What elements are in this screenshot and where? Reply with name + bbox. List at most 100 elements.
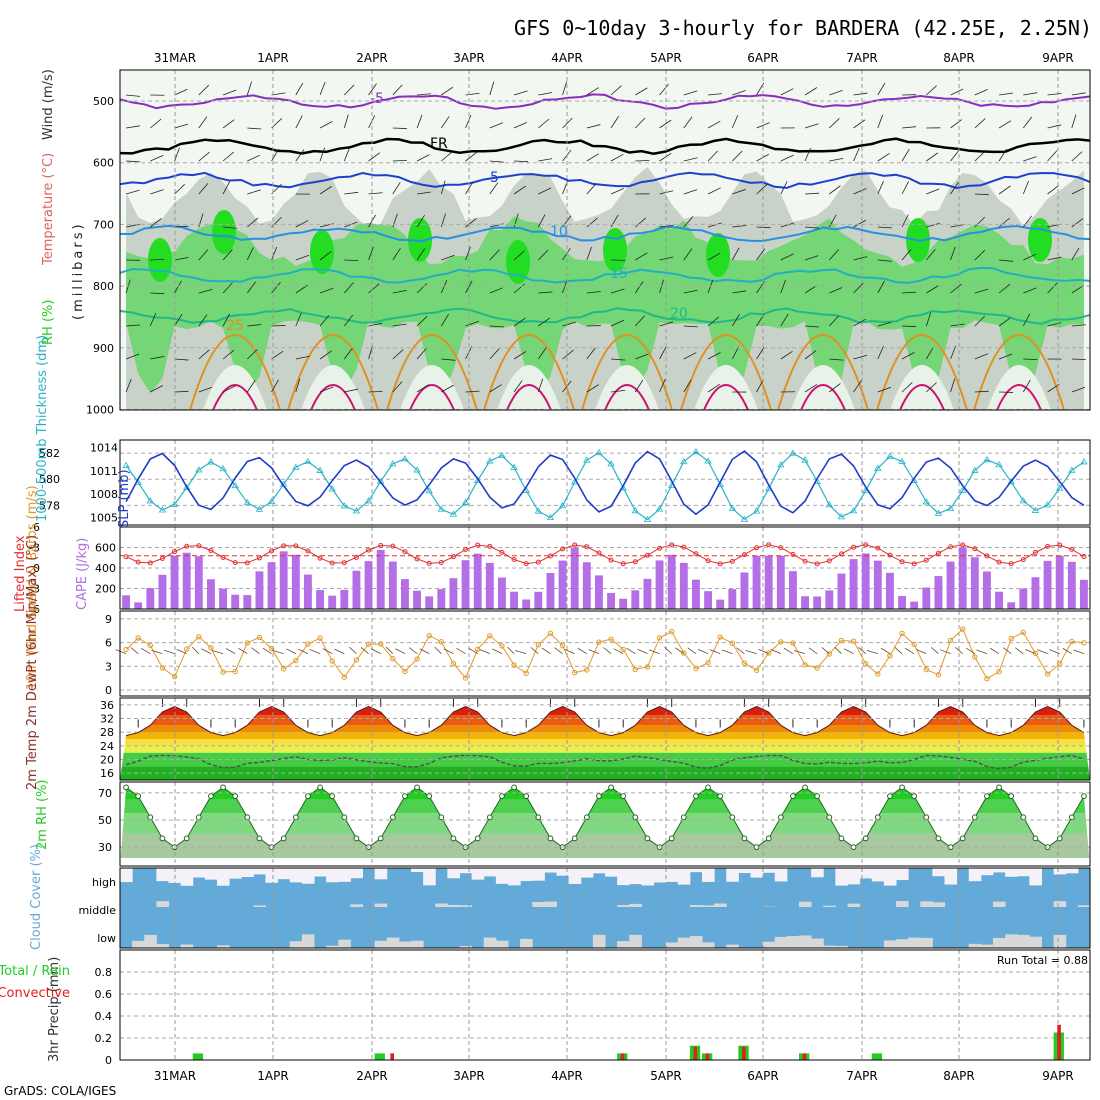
cloud-low-gap <box>338 939 351 948</box>
li-point <box>766 542 772 548</box>
cape-bar <box>425 596 434 609</box>
cape-bar <box>740 572 749 609</box>
upper-frame <box>119 69 1091 411</box>
wind-barb <box>829 185 841 195</box>
wind-barb <box>247 217 259 228</box>
wind-barb <box>344 259 359 262</box>
cape-bar <box>1043 560 1052 609</box>
wind-barb <box>635 87 648 96</box>
wind-barb <box>1071 285 1084 294</box>
wind-barb <box>246 281 256 294</box>
cloud-low-gap <box>823 945 836 948</box>
cloud-low-gap <box>1029 936 1042 948</box>
thickness-point <box>340 502 349 509</box>
rh-point <box>838 835 845 842</box>
wind-barb <box>829 287 843 294</box>
wind-point <box>899 630 905 637</box>
wind-barb <box>829 157 844 162</box>
isotherm-hot-line <box>703 384 749 410</box>
li-point <box>414 556 420 562</box>
li-point <box>1069 546 1075 552</box>
wind-barb <box>489 122 503 129</box>
wind-barb <box>683 116 693 129</box>
cloud-high-gap <box>1053 868 1067 875</box>
thickness-tick-label: 582 <box>39 447 60 460</box>
wind-barb <box>223 226 238 229</box>
wind-barb <box>465 181 474 195</box>
wind-barb <box>368 345 373 360</box>
wind-barb <box>247 189 261 195</box>
wind-barb-10m <box>834 646 842 654</box>
cloud-high-gap <box>508 868 521 886</box>
li-point <box>123 554 129 560</box>
wind-barb <box>829 383 841 393</box>
isotherm-label: 5 <box>490 170 499 186</box>
wind-point <box>135 635 141 641</box>
cape-bar <box>267 562 276 609</box>
wind-barb <box>926 85 937 96</box>
thickness-point <box>546 513 555 521</box>
cloud-high-gap <box>265 868 279 883</box>
li-point <box>669 542 675 548</box>
date-label-top: 3APR <box>453 51 484 65</box>
cloud-high-gap <box>326 868 339 883</box>
precip-conv-bar <box>390 1053 395 1060</box>
wind-barb <box>562 321 577 327</box>
cloud-mid-gap <box>435 903 448 907</box>
cloud-high-gap <box>677 868 691 885</box>
cloud-low-gap <box>156 944 169 948</box>
wind-barb <box>877 114 884 129</box>
wind-barb <box>901 352 915 360</box>
isotherm-warm-line <box>287 334 379 410</box>
wind-barb <box>222 181 230 195</box>
cloud-low-gap <box>799 935 812 948</box>
cape-label: CAPE (J/kg) <box>75 538 90 610</box>
isotherm-hot-line <box>212 384 258 410</box>
cloud-low-gap <box>726 944 739 948</box>
wind-barb <box>974 390 989 393</box>
thickness-point <box>886 452 894 459</box>
cape-bar <box>813 596 822 609</box>
rh-point <box>377 835 384 842</box>
wind-barb <box>368 83 377 96</box>
rh-tick-label: 50 <box>98 814 112 827</box>
cloud-low-gap <box>665 942 679 948</box>
wind-barb <box>708 93 723 96</box>
thickness-point <box>874 464 882 471</box>
cape-bar <box>728 589 737 609</box>
wind-barb <box>222 249 233 261</box>
wind-barb <box>1047 383 1060 393</box>
wind-barb <box>950 88 964 96</box>
precip-conv-bar <box>1057 1024 1061 1060</box>
cape-bar <box>473 553 482 609</box>
cloud-low-gap <box>617 941 630 948</box>
wind-barb <box>222 313 231 327</box>
wind-barb <box>877 152 890 162</box>
wind-barb-10m <box>564 649 575 655</box>
wind-barb <box>829 315 840 327</box>
wind-point <box>984 676 990 682</box>
wind-barb-10m <box>915 649 927 655</box>
li-point <box>232 560 238 566</box>
li-point <box>172 549 178 555</box>
rh-point <box>911 793 918 800</box>
precip-total-bar <box>374 1053 385 1060</box>
thickness-point <box>934 509 943 516</box>
wind-point <box>280 666 287 672</box>
wind-barb <box>295 149 305 162</box>
upper-air-panel: -5 FR 5 10 15 20 25 500 600 700 800 900 1000 <box>86 69 1091 417</box>
isotherm-line <box>120 93 1090 110</box>
cloud-high-gap <box>702 868 715 882</box>
cloud-high-gap <box>520 868 533 882</box>
cloud-high-gap <box>968 868 982 882</box>
cloud-high-gap <box>411 868 424 873</box>
cloud-low-gap <box>386 937 400 948</box>
wind-barb <box>150 189 164 195</box>
date-label-bottom: 4APR <box>551 1069 582 1083</box>
wind-barb <box>998 353 1013 360</box>
millibars-label: (millibars) <box>71 221 86 320</box>
thickness-point <box>958 486 967 493</box>
wind-barb <box>877 82 886 96</box>
rh-band-high <box>212 210 236 254</box>
wind-barb <box>465 280 473 294</box>
